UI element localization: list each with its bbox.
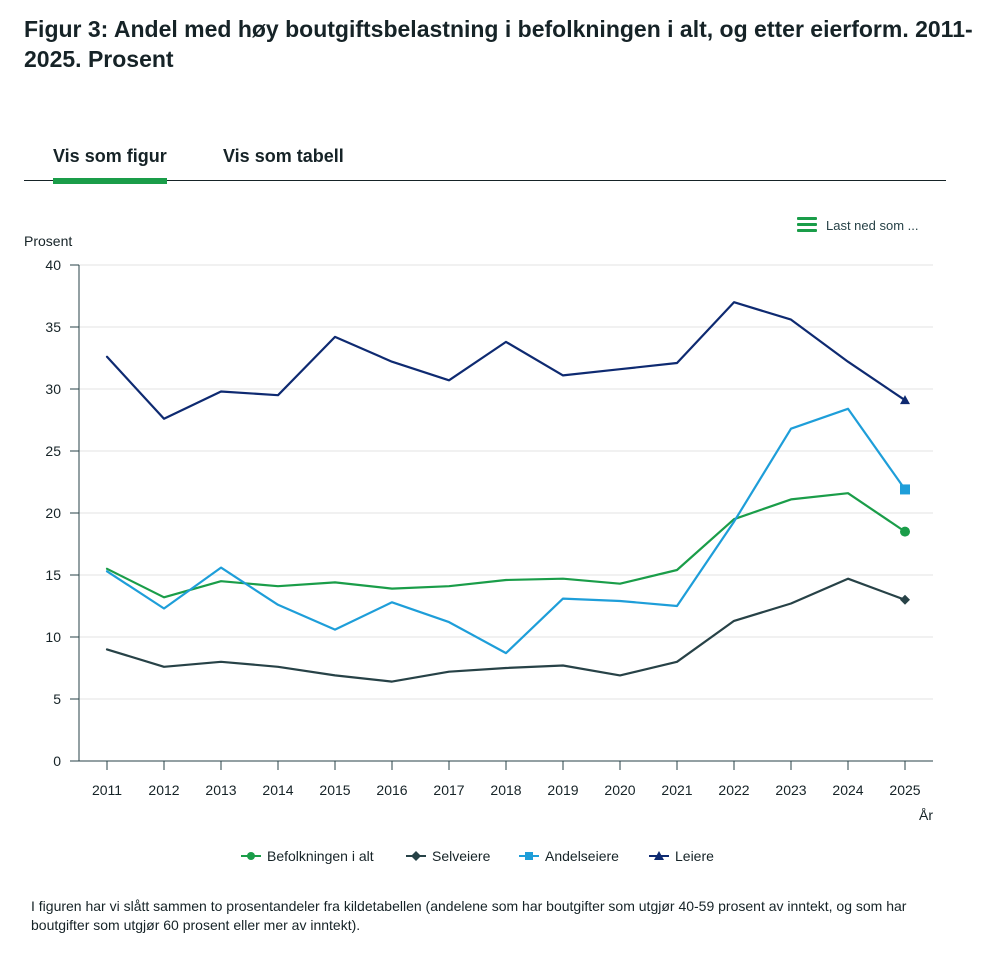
x-tick-label: 2013 [205, 782, 236, 798]
x-tick-label: 2019 [547, 782, 578, 798]
square-marker [900, 484, 910, 495]
legend-label: Andelseiere [545, 848, 619, 864]
series-line-leiere [105, 301, 907, 420]
x-tick-label: 2016 [376, 782, 407, 798]
x-tick-label: 2014 [262, 782, 293, 798]
tab-show-as-figure[interactable]: Vis som figur [53, 146, 167, 184]
x-tick-label: 2025 [889, 782, 920, 798]
x-tick-label: 2015 [319, 782, 350, 798]
legend-item-befolkningen-i-alt[interactable]: Befolkningen i alt [241, 845, 374, 867]
x-tick-label: 2020 [604, 782, 635, 798]
download-label: Last ned som ... [826, 217, 919, 233]
triangle-marker-icon [649, 851, 669, 860]
legend-label: Selveiere [432, 848, 491, 864]
chart-legend: Befolkningen i alt Selveiere Andelseiere… [0, 845, 960, 867]
x-tick-label: 2021 [661, 782, 692, 798]
x-tick-labels: 2011 2012 2013 2014 2015 2016 2017 2018 2019 2020… [92, 782, 921, 798]
y-tick-label: 35 [45, 319, 61, 335]
y-tick-label: 25 [45, 443, 61, 459]
circle-marker [900, 526, 910, 537]
x-axis-label: År [919, 807, 933, 823]
legend-item-andelseiere[interactable]: Andelseiere [519, 845, 619, 867]
x-tick-label: 2011 [92, 782, 122, 798]
y-tick-label: 10 [45, 629, 61, 645]
series-end-markers [900, 395, 910, 605]
view-tabs: Vis som figur Vis som tabell [24, 138, 946, 184]
series-lines [105, 301, 907, 683]
square-marker-icon [519, 852, 539, 860]
x-tick-label: 2012 [148, 782, 179, 798]
y-tick-label: 0 [53, 753, 61, 769]
x-tick-label: 2022 [718, 782, 749, 798]
x-tick-label: 2017 [433, 782, 464, 798]
y-tick-label: 5 [53, 691, 61, 707]
series-line-befolkningen-i-alt [105, 492, 907, 599]
figure-footnote: I figuren har vi slått sammen to prosent… [31, 898, 907, 933]
y-tick-labels: 0 5 10 15 20 25 30 35 40 [45, 257, 61, 769]
legend-item-selveiere[interactable]: Selveiere [406, 845, 490, 867]
gridlines [79, 264, 933, 700]
series-line-selveiere [105, 577, 907, 683]
y-tick-label: 15 [45, 567, 61, 583]
download-menu-button[interactable]: Last ned som ... [797, 214, 919, 236]
x-tick-label: 2018 [490, 782, 521, 798]
y-axis-label: Prosent [24, 233, 72, 249]
diamond-marker [900, 594, 910, 605]
series-line-andelseiere [105, 407, 907, 655]
menu-icon [797, 217, 817, 233]
y-tick-label: 30 [45, 381, 61, 397]
legend-label: Leiere [675, 848, 714, 864]
x-tick-label: 2023 [775, 782, 806, 798]
axes [70, 264, 933, 770]
tab-show-as-table[interactable]: Vis som tabell [223, 146, 344, 166]
figure-title: Figur 3: Andel med høy boutgiftsbelastni… [24, 16, 973, 72]
y-tick-label: 40 [45, 257, 61, 273]
circle-marker-icon [241, 852, 261, 860]
triangle-marker [900, 395, 910, 405]
legend-item-leiere[interactable]: Leiere [649, 845, 714, 867]
legend-label: Befolkningen i alt [267, 848, 374, 864]
diamond-marker-icon [406, 851, 426, 861]
y-tick-label: 20 [45, 505, 61, 521]
x-tick-label: 2024 [832, 782, 863, 798]
